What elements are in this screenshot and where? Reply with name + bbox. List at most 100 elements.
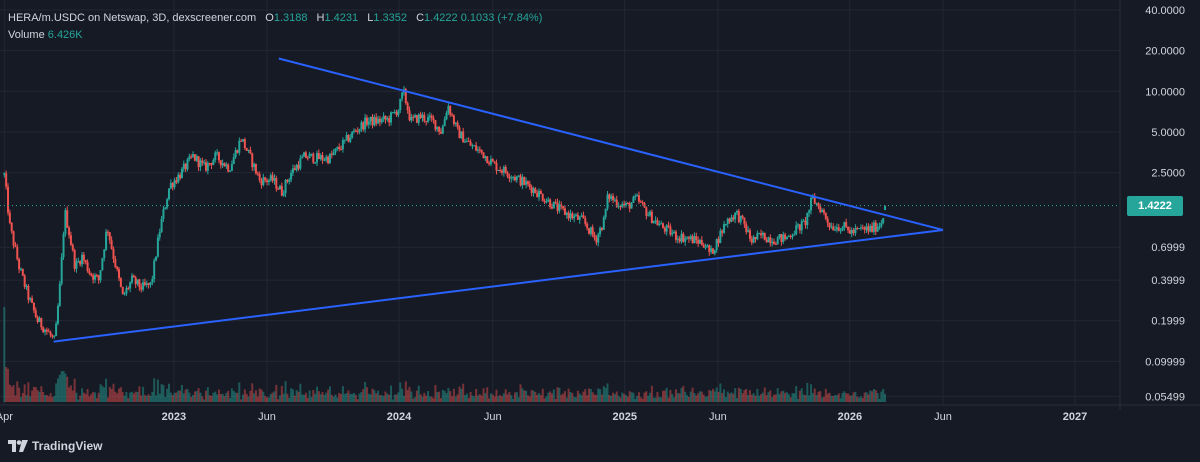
candle-body <box>717 239 720 244</box>
volume-bar <box>565 397 568 402</box>
volume-bar <box>438 391 441 402</box>
volume-bar <box>488 398 491 402</box>
volume-bar <box>186 388 189 402</box>
volume-bar <box>523 390 526 402</box>
volume-bar <box>835 395 838 402</box>
candle-body <box>271 175 274 181</box>
price-axis[interactable]: 40.0000 20.0000 10.0000 5.0000 2.5000 0.6999 0… <box>1145 5 1185 403</box>
volume-bar <box>123 395 126 402</box>
volume-bar <box>552 389 555 402</box>
volume-bar <box>64 373 67 402</box>
volume-bar <box>351 393 354 402</box>
volume-bar <box>798 390 801 402</box>
candle-body <box>127 288 130 290</box>
candle-body <box>262 177 265 186</box>
volume-bar <box>245 393 248 402</box>
volume-bar <box>71 390 74 402</box>
volume-bar <box>521 388 524 402</box>
volume-bar <box>138 386 141 402</box>
volume-bar <box>499 395 502 402</box>
candle-body <box>345 134 348 140</box>
volume-bar <box>621 392 624 402</box>
symbol-label[interactable]: HERA/m.USDC on Netswap, 3D, dexscreener.… <box>8 12 257 24</box>
candle-body <box>56 305 59 324</box>
volume-bar <box>314 393 317 402</box>
candle-body <box>763 232 766 241</box>
volume-bar <box>695 395 698 402</box>
tradingview-brand[interactable]: TradingView <box>8 438 102 454</box>
candle-body <box>105 231 108 250</box>
volume-bar <box>421 396 424 402</box>
volume-bar <box>386 393 389 402</box>
volume-bar <box>639 397 642 402</box>
candle-body <box>661 223 664 228</box>
volume-bar <box>610 395 613 402</box>
trendline[interactable] <box>53 228 944 343</box>
candle-body <box>108 232 111 241</box>
candle-body <box>151 279 154 283</box>
volume-bar <box>819 391 822 402</box>
candle-body <box>599 227 602 235</box>
candle-body <box>382 115 385 120</box>
candle-body <box>680 233 683 242</box>
volume-bar <box>341 386 344 402</box>
volume-bar <box>412 398 415 402</box>
volume-bar <box>534 391 537 402</box>
volume-bar <box>229 397 232 402</box>
candle-body <box>854 227 857 234</box>
volume-bar <box>636 395 639 402</box>
volume-bar <box>847 393 850 402</box>
volume-bar <box>288 397 291 402</box>
volume-bar <box>171 395 174 402</box>
candle-body <box>884 205 887 211</box>
volume-bar <box>216 394 219 402</box>
volume-bar <box>658 397 661 402</box>
volume-bar <box>734 388 737 402</box>
volume-bar <box>761 392 764 402</box>
volume-bar <box>241 394 244 402</box>
candle-body <box>767 237 770 243</box>
candle-body <box>508 176 511 179</box>
volume-bar <box>624 395 627 402</box>
volume-bar <box>647 395 650 402</box>
candle-body <box>834 229 837 231</box>
volume-bar <box>513 392 516 402</box>
candle-body <box>517 175 520 177</box>
x-tick-label: Jun <box>484 411 502 423</box>
candle-body <box>310 153 313 155</box>
volume-bar <box>330 394 333 402</box>
candle-body <box>341 140 344 150</box>
volume-bar <box>462 383 465 402</box>
volume-bar <box>179 390 182 402</box>
volume-bar <box>741 393 744 402</box>
volume-bar <box>571 392 574 402</box>
candle-body <box>826 218 829 224</box>
candle-body <box>267 180 270 183</box>
time-axis[interactable]: Apr 2023 Jun 2024 Jun 2025 Jun 2026 Jun 2027 <box>0 411 1087 423</box>
volume-bar <box>489 393 492 402</box>
candle-body <box>123 293 126 295</box>
volume-bar <box>697 393 700 402</box>
candle-body <box>760 233 763 236</box>
candle-body <box>156 237 159 257</box>
candle-body <box>269 175 272 181</box>
volume-bar <box>791 393 794 402</box>
volume-bar <box>637 392 640 402</box>
volume-bar <box>369 394 372 402</box>
candle-body <box>414 115 417 118</box>
candle-body <box>858 228 861 230</box>
volume-bar <box>430 396 433 402</box>
volume-bar <box>23 384 26 402</box>
candle-body <box>69 235 72 245</box>
volume-bar <box>600 394 603 402</box>
volume-bar <box>708 389 711 402</box>
candle-body <box>784 234 787 240</box>
volume-bar <box>743 389 746 402</box>
volume-bar <box>365 387 368 402</box>
trendline[interactable] <box>278 57 944 231</box>
candle-body <box>815 203 818 205</box>
volume-bar <box>432 398 435 402</box>
tradingview-logo-icon <box>8 440 28 452</box>
